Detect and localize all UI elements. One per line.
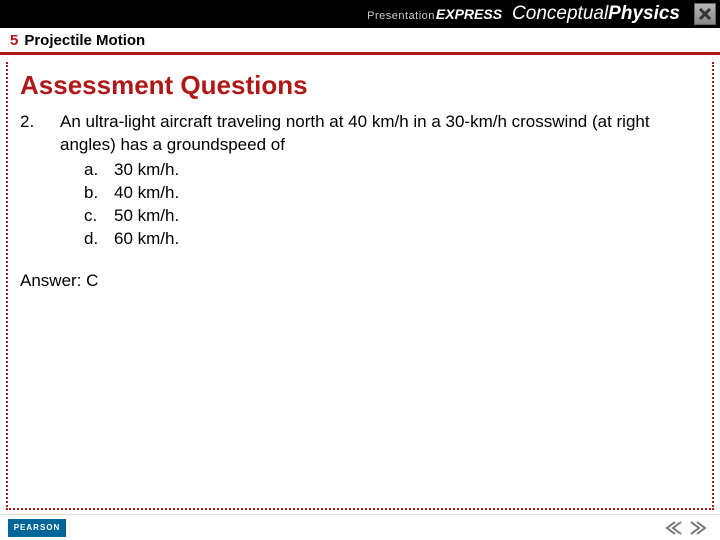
header-rule bbox=[0, 52, 720, 55]
question-number: 2. bbox=[20, 111, 60, 251]
publisher-logo: PEARSON bbox=[8, 519, 66, 537]
choice-letter: b. bbox=[84, 182, 114, 205]
choice-item: b. 40 km/h. bbox=[84, 182, 700, 205]
question-stem: An ultra-light aircraft traveling north … bbox=[60, 111, 700, 157]
brand-area: PresentationEXPRESS ConceptualPhysics bbox=[367, 3, 680, 25]
choice-item: d. 60 km/h. bbox=[84, 228, 700, 251]
choice-item: a. 30 km/h. bbox=[84, 159, 700, 182]
choice-text: 30 km/h. bbox=[114, 159, 179, 182]
question-block: 2. An ultra-light aircraft traveling nor… bbox=[20, 111, 700, 251]
choice-letter: c. bbox=[84, 205, 114, 228]
book-title: ConceptualPhysics bbox=[512, 3, 680, 25]
chapter-number: 5 bbox=[10, 32, 18, 49]
chapter-title: Projectile Motion bbox=[24, 32, 145, 49]
book-title-prefix: Conceptual bbox=[512, 3, 608, 24]
close-button[interactable] bbox=[694, 3, 716, 25]
brand-small-text: Presentation bbox=[367, 10, 435, 22]
next-button[interactable] bbox=[688, 519, 712, 537]
section-heading: Assessment Questions bbox=[20, 70, 700, 101]
top-bar: PresentationEXPRESS ConceptualPhysics bbox=[0, 0, 720, 28]
nav-arrows bbox=[660, 519, 712, 537]
close-icon bbox=[698, 7, 712, 21]
choice-text: 60 km/h. bbox=[114, 228, 179, 251]
answer-line: Answer: C bbox=[20, 271, 700, 291]
book-title-em: Physics bbox=[608, 3, 680, 24]
choice-letter: a. bbox=[84, 159, 114, 182]
brand-express-text: EXPRESS bbox=[436, 6, 502, 22]
choice-text: 50 km/h. bbox=[114, 205, 179, 228]
content-area: Assessment Questions 2. An ultra-light a… bbox=[6, 62, 714, 510]
choice-text: 40 km/h. bbox=[114, 182, 179, 205]
choice-item: c. 50 km/h. bbox=[84, 205, 700, 228]
chevron-right-icon bbox=[689, 520, 711, 536]
choice-list: a. 30 km/h. b. 40 km/h. c. 50 km/h. d. 6… bbox=[60, 159, 700, 251]
choice-letter: d. bbox=[84, 228, 114, 251]
prev-button[interactable] bbox=[660, 519, 684, 537]
bottom-bar: PEARSON bbox=[0, 514, 720, 540]
chapter-bar: 5 Projectile Motion bbox=[0, 28, 720, 52]
question-body: An ultra-light aircraft traveling north … bbox=[60, 111, 700, 251]
chevron-left-icon bbox=[661, 520, 683, 536]
